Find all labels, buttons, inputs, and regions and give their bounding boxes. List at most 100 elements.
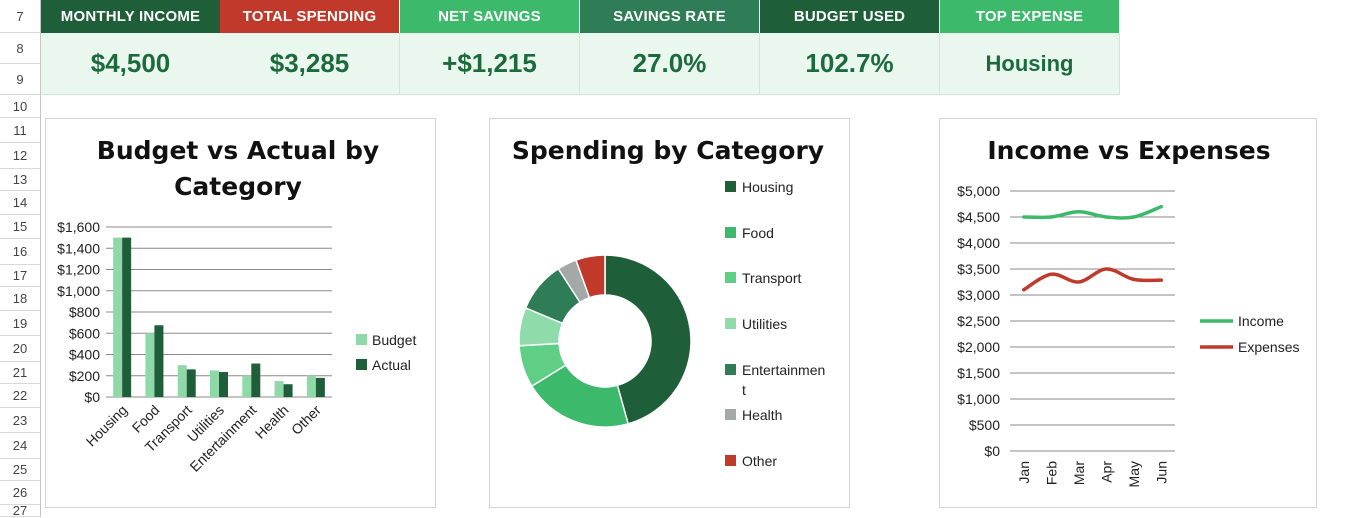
row-number[interactable]: 9: [0, 64, 40, 95]
legend-label: t: [742, 382, 746, 398]
row-number[interactable]: 17: [0, 265, 40, 287]
row-number[interactable]: 11: [0, 118, 40, 143]
kpi-value: Housing: [940, 33, 1120, 95]
kpi-card[interactable]: MONTHLY INCOME $4,500: [41, 0, 221, 95]
x-tick-label: Health: [252, 402, 292, 442]
kpi-card[interactable]: BUDGET USED 102.7%: [760, 0, 940, 95]
legend-swatch: [725, 272, 736, 283]
row-number[interactable]: 23: [0, 408, 40, 433]
y-tick-label: $600: [69, 325, 100, 341]
legend-label: Transport: [742, 270, 802, 286]
row-number[interactable]: 10: [0, 95, 40, 118]
row-number[interactable]: 8: [0, 33, 40, 64]
legend-label: Housing: [742, 179, 793, 195]
donut-slice: [604, 254, 692, 425]
row-number[interactable]: 18: [0, 287, 40, 311]
row-number[interactable]: 16: [0, 239, 40, 265]
y-tick-label: $400: [69, 347, 100, 363]
legend-label: Expenses: [1238, 339, 1299, 355]
donut-slice: [575, 254, 606, 299]
y-tick-label: $800: [69, 304, 100, 320]
y-tick-label: $1,000: [957, 391, 1000, 407]
income-vs-expenses-chart[interactable]: Income vs Expenses $0 $500 $1,000 $1,500 $2,0…: [939, 118, 1317, 508]
bar-budget: [274, 381, 284, 397]
y-tick-label: $1,000: [57, 283, 100, 299]
kpi-label: MONTHLY INCOME: [41, 0, 221, 33]
row-number[interactable]: 22: [0, 384, 40, 408]
bar-actual: [251, 363, 261, 397]
bar-budget: [210, 370, 219, 397]
bar-budget: [177, 365, 187, 397]
x-tick-label: Housing: [83, 402, 131, 450]
row-header-column: 7 8 9 10 11 12 13 14 15 16 17 18 19 20 21 22 23 24 25 26 27: [0, 0, 41, 517]
kpi-value: 27.0%: [580, 33, 760, 95]
y-tick-label: $0: [84, 389, 100, 405]
legend-swatch: [725, 364, 736, 375]
y-tick-label: $2,000: [957, 339, 1000, 355]
donut-chart-svg: Spending by Category Housing Food Transport…: [512, 136, 825, 469]
y-tick-label: $3,000: [957, 287, 1000, 303]
legend-label: Other: [742, 453, 777, 469]
kpi-label: TOTAL SPENDING: [220, 0, 400, 33]
y-tick-label: $4,000: [957, 235, 1000, 251]
budget-vs-actual-chart[interactable]: Budget vs Actual by Category $0 $200 $400 $60…: [45, 118, 436, 508]
row-number[interactable]: 21: [0, 362, 40, 384]
y-tick-label: $2,500: [957, 313, 1000, 329]
row-number[interactable]: 7: [0, 0, 40, 33]
kpi-label: SAVINGS RATE: [580, 0, 760, 33]
legend-swatch: [725, 227, 736, 238]
x-tick-label: Feb: [1043, 461, 1059, 485]
series-line-income: [1022, 204, 1163, 220]
kpi-value: 102.7%: [760, 33, 940, 95]
y-tick-label: $500: [969, 417, 1000, 433]
y-tick-label: $1,500: [957, 365, 1000, 381]
chart-title: Spending by Category: [512, 136, 824, 165]
kpi-card[interactable]: NET SAVINGS +$1,215: [400, 0, 580, 95]
bar-budget: [145, 333, 155, 397]
kpi-value: $4,500: [41, 33, 221, 95]
row-number[interactable]: 20: [0, 336, 40, 362]
legend-swatch: [725, 409, 736, 420]
y-tick-label: $200: [69, 368, 100, 384]
line-chart-svg: Income vs Expenses $0 $500 $1,000 $1,500 $2,0…: [957, 136, 1299, 487]
kpi-card[interactable]: SAVINGS RATE 27.0%: [580, 0, 760, 95]
bar-actual: [122, 237, 132, 397]
kpi-card[interactable]: TOP EXPENSE Housing: [940, 0, 1120, 95]
y-tick-label: $1,200: [57, 262, 100, 278]
x-tick-label: Apr: [1098, 461, 1114, 483]
legend-swatch: [356, 359, 367, 370]
row-number[interactable]: 19: [0, 311, 40, 336]
chart-title: Budget vs Actual by: [97, 136, 379, 165]
bar-chart-svg: Budget vs Actual by Category $0 $200 $400 $60…: [57, 136, 416, 475]
chart-title: Category: [174, 172, 302, 201]
row-number[interactable]: 13: [0, 169, 40, 191]
legend-swatch: [725, 455, 736, 466]
legend-label: Budget: [372, 332, 416, 348]
x-tick-label: May: [1126, 461, 1142, 487]
legend-swatch: [725, 318, 736, 329]
y-tick-label: $3,500: [957, 261, 1000, 277]
bar-budget: [306, 375, 316, 397]
chart-title: Income vs Expenses: [987, 136, 1270, 165]
bar-actual: [219, 372, 228, 397]
kpi-card[interactable]: TOTAL SPENDING $3,285: [220, 0, 400, 95]
kpi-label: TOP EXPENSE: [940, 0, 1120, 33]
row-number[interactable]: 12: [0, 143, 40, 169]
kpi-value: $3,285: [220, 33, 400, 95]
y-tick-label: $1,600: [57, 219, 100, 235]
x-tick-label: Mar: [1071, 461, 1087, 485]
legend-label: Entertainmen: [742, 362, 825, 378]
x-tick-label: Jun: [1153, 461, 1169, 484]
row-number[interactable]: 26: [0, 481, 40, 505]
row-number[interactable]: 27: [0, 504, 40, 517]
legend-swatch: [725, 181, 736, 192]
kpi-label: NET SAVINGS: [400, 0, 580, 33]
row-number[interactable]: 25: [0, 459, 40, 481]
bar-actual: [315, 377, 325, 397]
row-number[interactable]: 15: [0, 214, 40, 239]
row-number[interactable]: 24: [0, 433, 40, 459]
y-tick-label: $0: [984, 443, 1000, 459]
row-number[interactable]: 14: [0, 191, 40, 215]
legend-label: Actual: [372, 357, 411, 373]
spending-by-category-chart[interactable]: Spending by Category Housing Food Transport…: [489, 118, 850, 508]
